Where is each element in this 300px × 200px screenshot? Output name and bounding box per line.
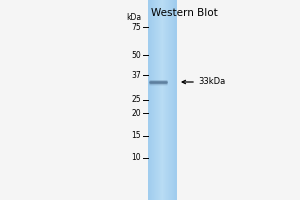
Bar — [175, 0, 176, 200]
Bar — [159, 0, 160, 200]
Bar — [164, 0, 165, 200]
Bar — [161, 0, 162, 200]
Bar — [154, 0, 155, 200]
Bar — [150, 0, 151, 200]
Bar — [154, 0, 155, 200]
Text: Western Blot: Western Blot — [151, 8, 218, 18]
Bar — [166, 0, 167, 200]
Bar — [162, 0, 163, 200]
Bar — [152, 0, 153, 200]
Bar — [152, 0, 154, 200]
Bar — [174, 0, 175, 200]
Bar — [153, 0, 154, 200]
Bar — [150, 0, 151, 200]
Bar — [174, 0, 175, 200]
Bar — [148, 0, 149, 200]
Bar — [165, 0, 166, 200]
Bar — [171, 0, 172, 200]
Text: 50: 50 — [131, 50, 141, 60]
Bar — [168, 0, 169, 200]
Bar — [156, 0, 157, 200]
Bar — [159, 0, 160, 200]
Bar — [155, 0, 156, 200]
Bar — [172, 0, 173, 200]
Bar — [173, 0, 174, 200]
Bar — [158, 0, 159, 200]
Text: 10: 10 — [131, 154, 141, 162]
Text: 25: 25 — [131, 96, 141, 104]
Bar — [172, 0, 174, 200]
Bar — [170, 0, 172, 200]
Bar — [160, 0, 161, 200]
Bar — [170, 0, 171, 200]
Bar — [164, 0, 165, 200]
Text: 75: 75 — [131, 22, 141, 31]
Bar — [165, 0, 166, 200]
Bar — [169, 0, 170, 200]
Bar — [155, 0, 156, 200]
Text: 15: 15 — [131, 132, 141, 140]
Text: kDa: kDa — [126, 12, 141, 21]
Bar — [161, 0, 163, 200]
Text: 20: 20 — [131, 108, 141, 117]
Text: 33kDa: 33kDa — [198, 77, 225, 86]
Bar — [149, 0, 150, 200]
Bar — [151, 0, 152, 200]
Bar — [157, 0, 158, 200]
Bar — [156, 0, 158, 200]
Bar — [148, 0, 150, 200]
Bar — [163, 0, 164, 200]
Bar — [160, 0, 161, 200]
Bar — [168, 0, 169, 200]
Bar — [169, 0, 170, 200]
Bar — [158, 0, 159, 200]
Bar — [163, 0, 164, 200]
Bar — [167, 0, 168, 200]
Text: 37: 37 — [131, 71, 141, 79]
